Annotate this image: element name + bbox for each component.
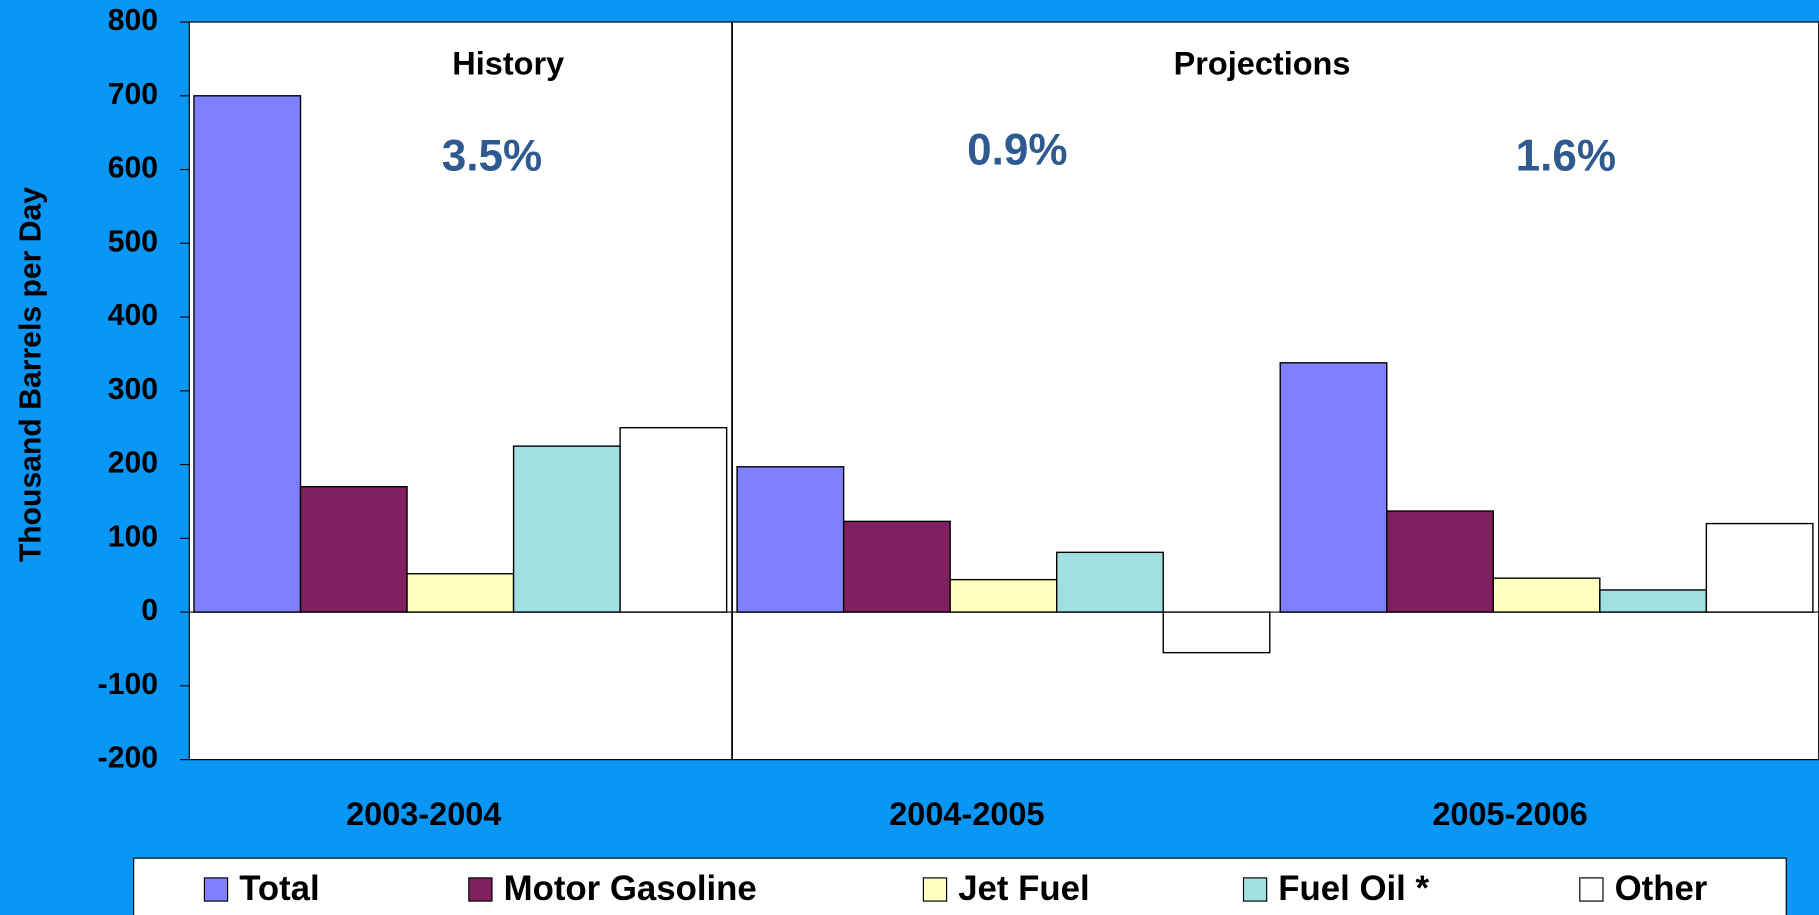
legend-swatch (922, 877, 948, 902)
y-tick-label: 400 (108, 299, 158, 332)
legend-swatch (203, 877, 229, 902)
bar (193, 95, 302, 613)
legend-label: Motor Gasoline (504, 870, 757, 908)
annotation: Projections (1174, 46, 1351, 82)
y-tick-label: 600 (108, 152, 158, 185)
legend-label: Jet Fuel (958, 870, 1089, 908)
bar (1056, 551, 1164, 613)
y-tick-label: 300 (108, 373, 158, 406)
annotation: 3.5% (442, 132, 542, 181)
y-tick-label: 700 (108, 78, 158, 111)
y-tick-label: -100 (98, 668, 158, 701)
legend-label: Other (1615, 870, 1708, 908)
bar (1279, 362, 1388, 613)
legend-swatch (1242, 877, 1268, 902)
x-tick-label: 2004-2005 (889, 796, 1044, 832)
annotation: History (452, 46, 564, 82)
annotation: 1.6% (1516, 132, 1616, 181)
bar (949, 578, 1058, 613)
bar (1386, 510, 1494, 613)
plot-area (188, 21, 1819, 761)
y-tick-label: 100 (108, 520, 158, 553)
annotation: 0.9% (967, 126, 1067, 175)
x-tick-label: 2005-2006 (1432, 796, 1587, 832)
bar (299, 486, 408, 613)
bar (1162, 611, 1271, 654)
legend-swatch (468, 877, 493, 902)
y-tick-label: 800 (108, 4, 158, 37)
y-tick-label: 0 (141, 594, 158, 627)
x-tick-label: 2003-2004 (346, 796, 501, 832)
bar (512, 445, 621, 613)
bar (842, 520, 951, 613)
bar (406, 573, 515, 613)
y-axis-label: Thousand Barrels per Day (15, 187, 48, 562)
legend-swatch (1579, 877, 1604, 902)
bar (736, 466, 845, 613)
bar (1705, 522, 1814, 613)
bar (1492, 577, 1601, 613)
legend-box (133, 857, 1787, 915)
bar (619, 426, 728, 613)
y-tick-label: 200 (108, 447, 158, 480)
legend-label: Fuel Oil * (1278, 870, 1429, 908)
bar (1599, 589, 1708, 613)
legend-label: Total (239, 870, 319, 908)
y-tick-label: 500 (108, 225, 158, 258)
y-tick-label: -200 (98, 742, 158, 775)
